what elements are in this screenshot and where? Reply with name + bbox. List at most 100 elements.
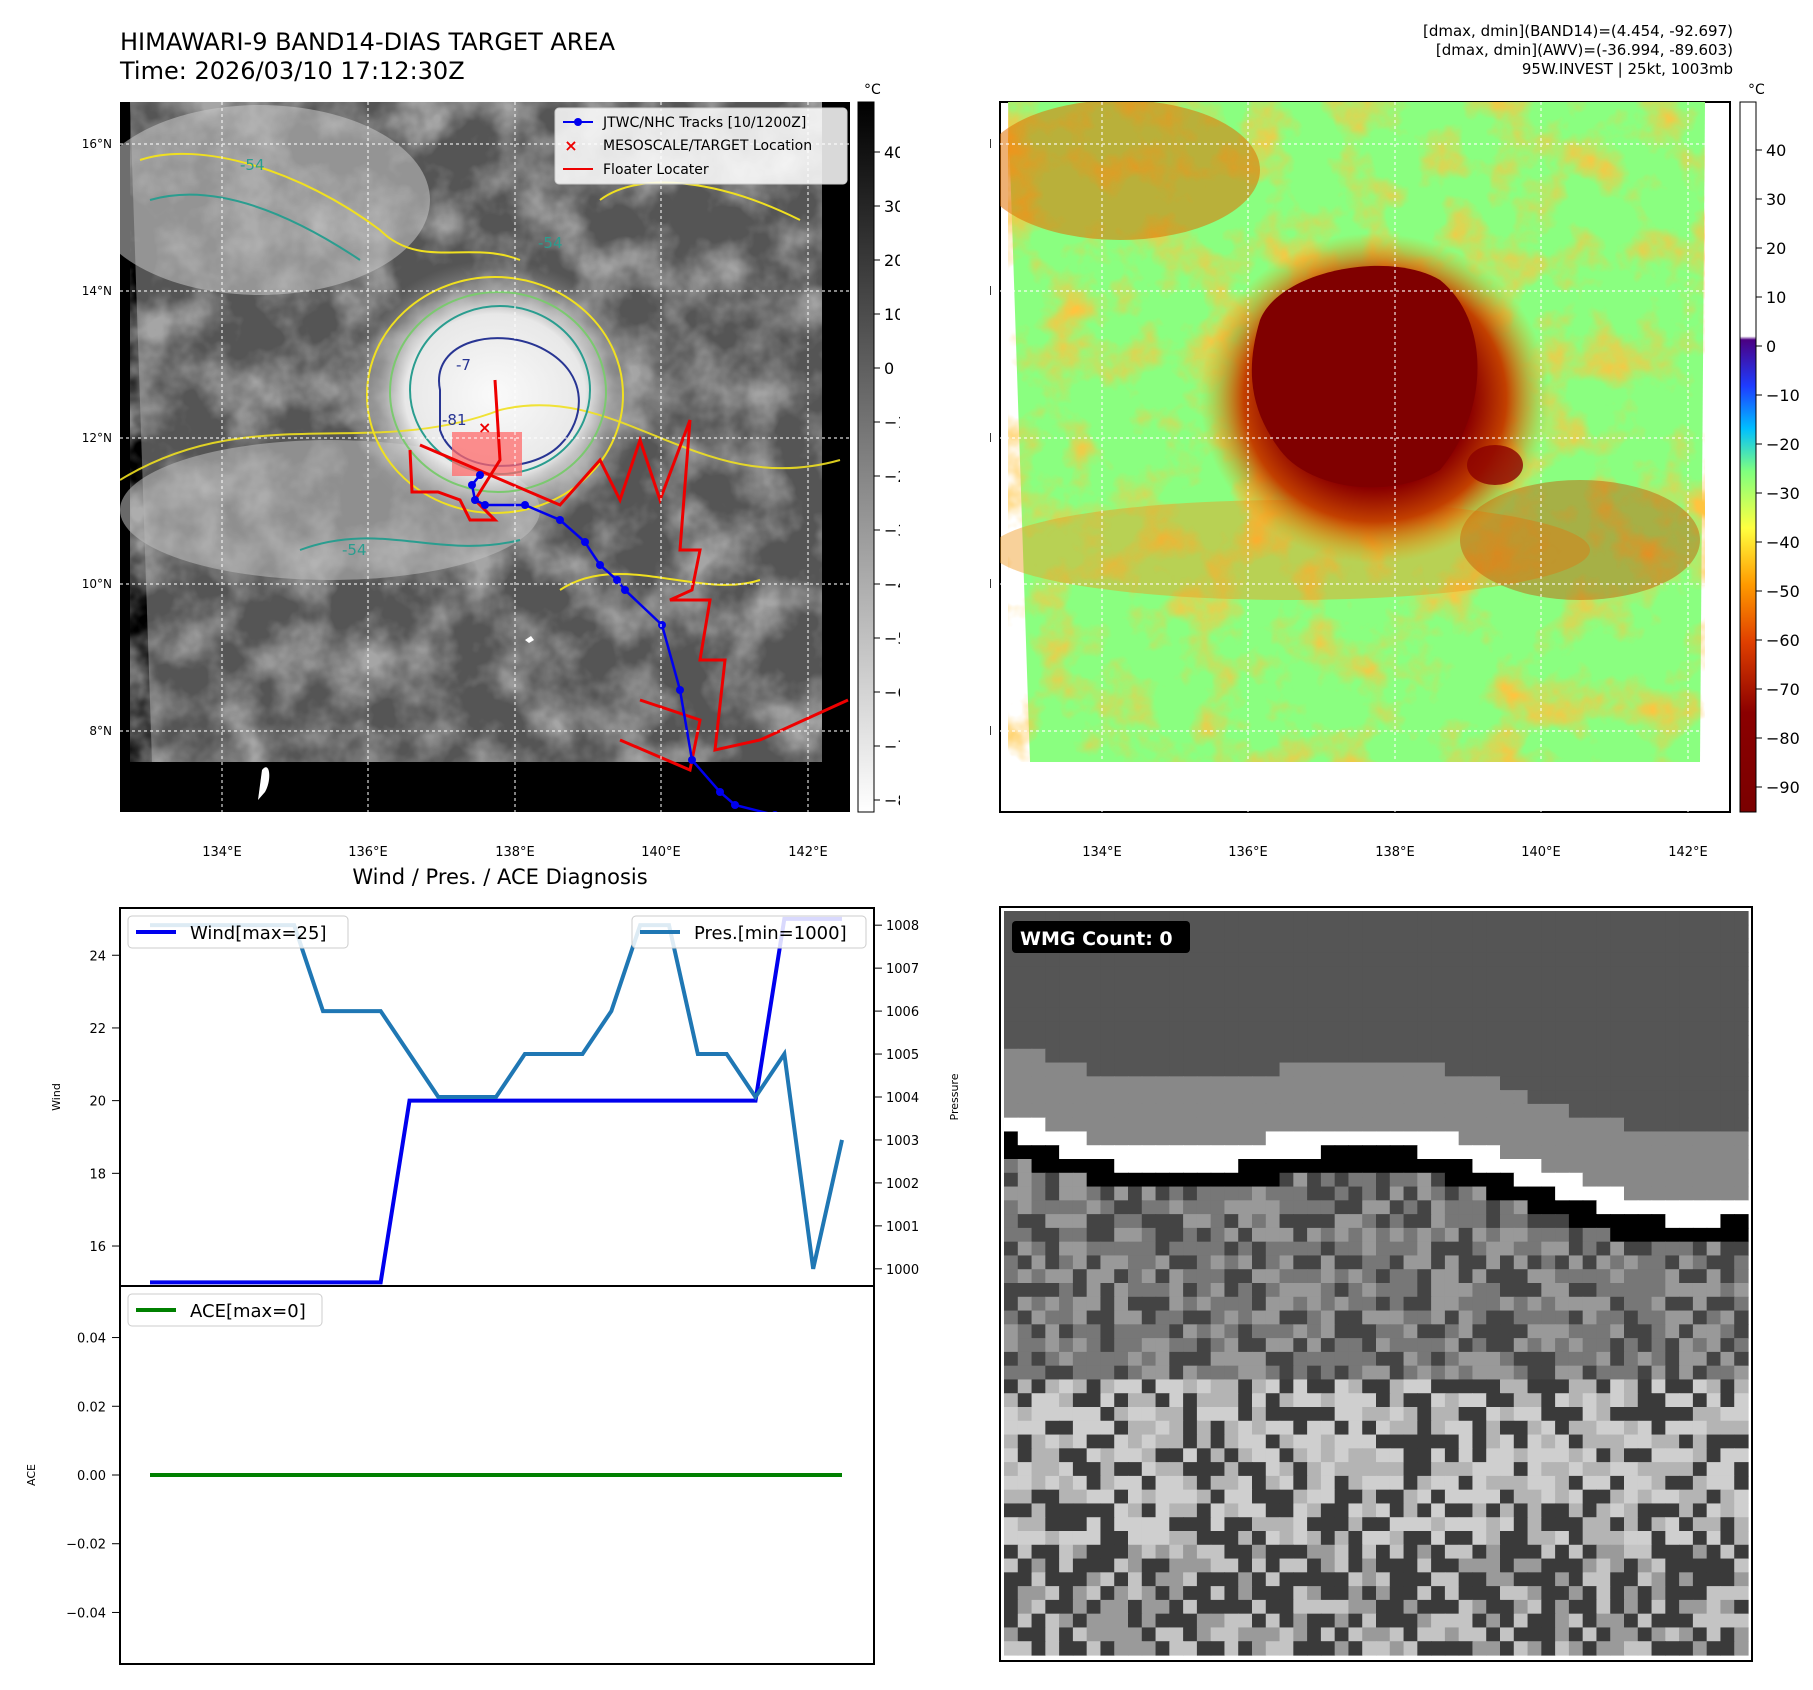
wmg-cell: [1293, 1420, 1308, 1436]
wmg-cell: [1155, 1172, 1170, 1188]
wmg-cell: [1568, 1269, 1584, 1284]
wmg-cell: [1734, 966, 1749, 981]
wmg-cell: [1651, 911, 1666, 926]
wmg-cell: [1114, 1531, 1129, 1546]
wmg-cell: [1376, 1365, 1391, 1381]
wmg-cell: [1169, 1283, 1184, 1298]
wmg-cell: [1376, 1351, 1391, 1367]
wmg-cell: [1720, 1586, 1735, 1601]
wmg-cell: [1279, 1365, 1294, 1381]
wmg-cell: [1100, 1076, 1115, 1091]
wmg-cell: [1541, 1131, 1556, 1146]
wmg-cell: [1348, 1641, 1363, 1656]
wmg-cell: [1527, 1007, 1542, 1022]
wmg-cell: [1183, 1407, 1198, 1422]
wmg-cell: [1183, 1103, 1198, 1119]
wmg-cell: [1431, 1214, 1446, 1229]
wmg-cell: [1307, 1200, 1322, 1215]
wmg-cell: [1444, 1351, 1460, 1367]
wmg-cell: [1513, 1489, 1529, 1505]
wmg-cell: [1307, 1572, 1322, 1587]
wmg-cell: [1307, 1351, 1322, 1367]
wmg-cell: [1417, 1131, 1432, 1146]
wmg-cell: [1720, 1007, 1735, 1022]
wmg-cell: [1279, 1145, 1294, 1160]
wmg-cell: [1128, 1324, 1143, 1339]
wmg-cell: [1389, 1324, 1405, 1339]
wmg-cell: [1458, 1434, 1474, 1449]
wmg-cell: [1252, 1090, 1267, 1105]
wmg-cell: [1458, 1269, 1474, 1284]
wmg-cell: [1362, 1296, 1377, 1312]
wmg-cell: [1348, 1434, 1363, 1449]
wmg-cell: [1114, 1365, 1129, 1381]
wmg-cell: [1486, 1172, 1501, 1188]
wmg-cell: [1706, 1159, 1722, 1174]
wmg-cell: [1086, 1379, 1102, 1394]
wmg-cell: [1596, 1186, 1611, 1201]
wmg-cell: [1692, 1338, 1708, 1353]
wmg-cell: [1500, 1310, 1515, 1325]
wmg-cell: [1527, 1200, 1542, 1215]
wmg-cell: [1004, 1007, 1019, 1022]
wmg-cell: [1665, 1544, 1680, 1560]
wmg-cell: [1665, 993, 1680, 1009]
wmg-cell: [1320, 966, 1336, 981]
wmg-cell: [1513, 1407, 1529, 1422]
wmg-cell: [1334, 1489, 1350, 1505]
wmg-cell: [1128, 1131, 1143, 1146]
wmg-cell: [1555, 1103, 1570, 1119]
wmg-cell: [1279, 1076, 1294, 1091]
wmg-cell: [1100, 1131, 1115, 1146]
wmg-cell: [1362, 1420, 1377, 1436]
wmg-cell: [1252, 1186, 1267, 1201]
wmg-cell: [1362, 1379, 1377, 1394]
wmg-cell: [1004, 1462, 1019, 1477]
wmg-cell: [1665, 1586, 1680, 1601]
wmg-cell: [1004, 1641, 1019, 1656]
wmg-cell: [1500, 979, 1515, 995]
wmg-cell: [1389, 993, 1405, 1009]
wmg-cell: [1665, 1007, 1680, 1022]
wmg-cell: [1417, 1090, 1432, 1105]
wmg-cell: [1472, 1227, 1487, 1243]
wmg-cell: [1458, 1599, 1474, 1615]
wmg-cell: [1610, 1475, 1625, 1491]
wmg-cell: [1596, 1613, 1611, 1629]
wmg-cell: [1376, 1048, 1391, 1064]
wmg-cell: [1004, 1599, 1019, 1615]
wmg-cell: [1596, 1214, 1611, 1229]
copyright-text: Copyright © 2020-2026 Dapiya: [124, 810, 403, 829]
wmg-cell: [1500, 1599, 1515, 1615]
wmg-cell: [1265, 1407, 1281, 1422]
wmg-cell: [1472, 1517, 1487, 1532]
wmg-cell: [1665, 1531, 1680, 1546]
wmg-cell: [1224, 1544, 1239, 1560]
wmg-cell: [1059, 1379, 1074, 1394]
wmg-cell: [1320, 1503, 1336, 1518]
wmg-cell: [1348, 1627, 1363, 1642]
wmg-cell: [1431, 1627, 1446, 1642]
awv-lon-labels: 134°E 136°E 138°E 140°E 142°E: [1082, 845, 1708, 860]
wmg-cell: [1072, 1448, 1088, 1463]
wmg-cell: [1004, 1324, 1019, 1339]
wmg-cell: [1389, 1448, 1405, 1463]
wmg-cell: [1692, 1407, 1708, 1422]
ace-axis-label: ACE: [25, 1464, 38, 1486]
info-line-3: 95W.INVEST | 25kt, 1003mb: [1521, 60, 1733, 78]
wmg-cell: [1141, 1117, 1157, 1133]
wmg-cell: [1348, 1489, 1363, 1505]
wmg-cell: [1582, 1517, 1598, 1532]
wmg-cell: [1458, 1186, 1474, 1201]
wmg-cell: [1100, 1241, 1115, 1257]
wmg-cell: [1141, 1448, 1157, 1463]
wmg-cell: [1348, 1351, 1363, 1367]
colorbar-tick-label: −70: [1766, 680, 1800, 699]
wmg-cell: [1624, 1531, 1639, 1546]
wmg-cell: [1486, 1489, 1501, 1505]
wmg-cell: [1224, 1062, 1239, 1077]
wmg-cell: [1265, 1489, 1281, 1505]
wmg-cell: [1183, 1310, 1198, 1325]
wmg-cell: [1692, 1145, 1708, 1160]
wmg-cell: [1444, 1324, 1460, 1339]
